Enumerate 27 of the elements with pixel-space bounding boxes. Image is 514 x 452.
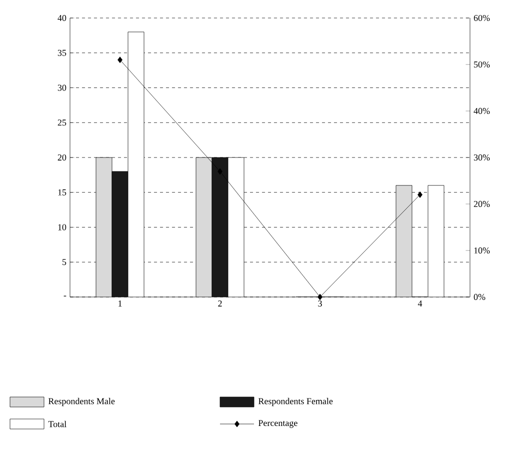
y-tick-label: 40 [58, 14, 66, 22]
legend-label: Percentage [258, 420, 298, 428]
x-tick-label: 4 [418, 300, 422, 306]
x-tick-label: 2 [218, 300, 222, 306]
y2-tick-label: 20% [474, 200, 490, 208]
point [318, 294, 322, 300]
y-tick-label: 15 [58, 189, 66, 196]
y2-tick-label: 10% [474, 247, 490, 254]
y2-tick-label: 60% [474, 14, 490, 22]
x-tick-label: 3 [318, 300, 322, 307]
y-tick-label: 25 [58, 120, 66, 126]
y-tick-label: 35 [58, 50, 66, 56]
point [218, 168, 222, 175]
x-tick-label: 1 [118, 300, 122, 306]
y2-tick-label: 40% [474, 108, 490, 114]
y-tick-label: 30 [58, 84, 66, 91]
point [118, 56, 122, 64]
y2-tick-label: 0% [474, 294, 486, 300]
y-tick-label: 10 [58, 224, 66, 230]
point [418, 191, 422, 198]
legend-label: Respondents Male [48, 398, 115, 406]
y-tick-label: 20 [58, 154, 66, 161]
y2-tick-label: 30% [474, 154, 490, 161]
legend-label: Respondents Female [258, 398, 333, 406]
y-tick-label: 5 [62, 259, 66, 266]
legend-label: Total [48, 420, 66, 428]
y2-tick-label: 50% [474, 61, 490, 68]
